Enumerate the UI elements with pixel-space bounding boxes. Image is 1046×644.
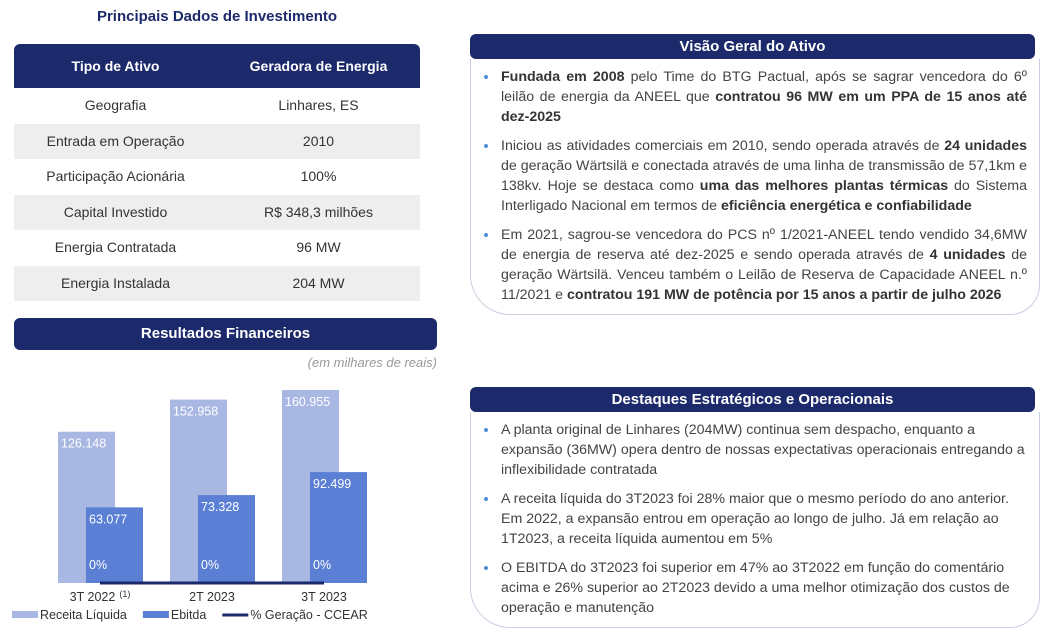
left-title: Principais Dados de Investimento xyxy=(96,8,338,25)
value-label: 63.077 xyxy=(89,512,127,526)
table-cell: Energia Contratada xyxy=(54,239,177,255)
table-row: Entrada em Operação 2010 xyxy=(14,123,420,159)
text: A planta original de Linhares (204MW) co… xyxy=(501,422,1025,478)
bold-text: contratou 96 MW em um PPA de 15 anos até… xyxy=(501,89,1027,125)
table-cell: 204 MW xyxy=(292,274,345,291)
x-tick-label: 3T 2022 (1) xyxy=(70,589,131,604)
table-row: Geografia Linhares, ES xyxy=(14,88,420,123)
bold-text: eficiência energética e confiabilidade xyxy=(721,198,972,214)
table-row: Energia Contratada 96 MW xyxy=(14,230,420,265)
legend-swatch xyxy=(142,611,169,618)
legend-label: % Geração - CCEAR xyxy=(250,608,367,622)
value-label: 92.499 xyxy=(313,477,351,491)
bullet: Fundada em 2008 pelo Time do BTG Pactual… xyxy=(471,67,1039,127)
category-label: 3T 2023 xyxy=(301,590,347,604)
table-cell: Entrada em Operação xyxy=(46,132,185,149)
chart: 126.148 152.958 160.955 63.077 73.328 92.499 0… xyxy=(12,390,368,622)
bullet: O EBITDA do 3T2023 foi superior em 47% a… xyxy=(471,558,1039,618)
table-cell: Energia Instalada xyxy=(61,274,170,291)
bar xyxy=(310,472,367,583)
bold-text: 24 unidades xyxy=(944,138,1027,154)
bar xyxy=(86,507,143,583)
table-cell: Geografia xyxy=(84,97,147,113)
chart-subtitle: (em milhares de reais) xyxy=(307,355,437,370)
value-label: 126.148 xyxy=(61,437,106,451)
legend-entry: Receita Líquida xyxy=(12,608,127,622)
legend-label: Ebitda xyxy=(171,608,206,622)
bullet: Em 2021, sagrou-se vencedora do PCS nº 1… xyxy=(471,225,1039,305)
table-header: Tipo de Ativo Geradora de Energia xyxy=(14,44,420,88)
text: pelo Time do BTG Pactual, após se sagrar… xyxy=(501,69,1027,105)
text: de geração Wärtsilä e conectada através … xyxy=(501,158,1027,194)
bold-text: Fundada em 2008 xyxy=(501,69,625,85)
line-label: 0% xyxy=(89,558,107,572)
data-table: Tipo de Ativo Geradora de Energia Geografi… xyxy=(14,44,420,302)
category-label: 3T 2022 xyxy=(70,590,116,604)
line-label: 0% xyxy=(201,558,219,572)
table-cell: 96 MW xyxy=(296,239,341,255)
header-cell: Geradora de Energia xyxy=(249,58,388,74)
line-label: 0% xyxy=(313,558,331,572)
table-row: Capital Investido R$ 348,3 milhões xyxy=(14,194,420,230)
x-tick-label: 3T 2023 xyxy=(301,590,347,604)
panel-body: Fundada em 2008 pelo Time do BTG Pactual… xyxy=(470,59,1040,315)
value-label: 152.958 xyxy=(173,405,218,419)
text: A receita líquida do 3T2023 foi 28% maio… xyxy=(501,491,1009,547)
bullet: A receita líquida do 3T2023 foi 28% maio… xyxy=(471,489,1039,549)
header-cell: Tipo de Ativo xyxy=(71,58,160,74)
text: do Sistema Interligado Nacional em termo… xyxy=(501,178,1027,214)
text: Iniciou as atividades comerciais em 2010… xyxy=(501,138,945,154)
bullet: Iniciou as atividades comerciais em 2010… xyxy=(471,136,1039,216)
results-header: Resultados Financeiros xyxy=(14,318,437,350)
table-cell: 100% xyxy=(300,168,337,184)
value-label: 160.955 xyxy=(285,395,330,409)
legend-swatch xyxy=(12,611,38,618)
text: O EBITDA do 3T2023 foi superior em 47% a… xyxy=(501,560,1010,616)
bar xyxy=(198,495,255,583)
text: Em 2021, sagrou-se vencedora do PCS nº 1… xyxy=(501,227,1027,263)
bold-text: 4 unidades xyxy=(929,247,1006,263)
table-row: Participação Acionária 100% xyxy=(14,159,420,194)
category-label: 2T 2023 xyxy=(189,590,235,604)
value-label: 73.328 xyxy=(201,500,239,514)
x-tick-label: 2T 2023 xyxy=(189,590,235,604)
bold-text: contratou 191 MW de potência por 15 anos… xyxy=(567,287,1002,303)
legend-entry: Ebitda xyxy=(142,608,206,622)
panel-header: Visão Geral do Ativo xyxy=(470,34,1035,59)
category-superscript: (1) xyxy=(119,589,130,599)
table-row: Energia Instalada 204 MW xyxy=(14,265,420,301)
bold-text: uma das melhores plantas térmicas xyxy=(699,178,949,194)
text: de geração Wärtsilä. Venceu também o Lei… xyxy=(501,247,1027,303)
legend-label: Receita Líquida xyxy=(40,608,127,622)
table-cell: 2010 xyxy=(302,132,335,149)
bullet: A planta original de Linhares (204MW) co… xyxy=(471,420,1039,480)
table-cell: Linhares, ES xyxy=(278,97,359,113)
table-cell: R$ 348,3 milhões xyxy=(264,203,373,220)
panel-header: Destaques Estratégicos e Operacionais xyxy=(470,387,1035,412)
table-cell: Participação Acionária xyxy=(46,168,185,184)
panel-body: A planta original de Linhares (204MW) co… xyxy=(470,412,1040,628)
table-cell: Capital Investido xyxy=(63,203,168,220)
legend-entry: % Geração - CCEAR xyxy=(222,608,368,622)
